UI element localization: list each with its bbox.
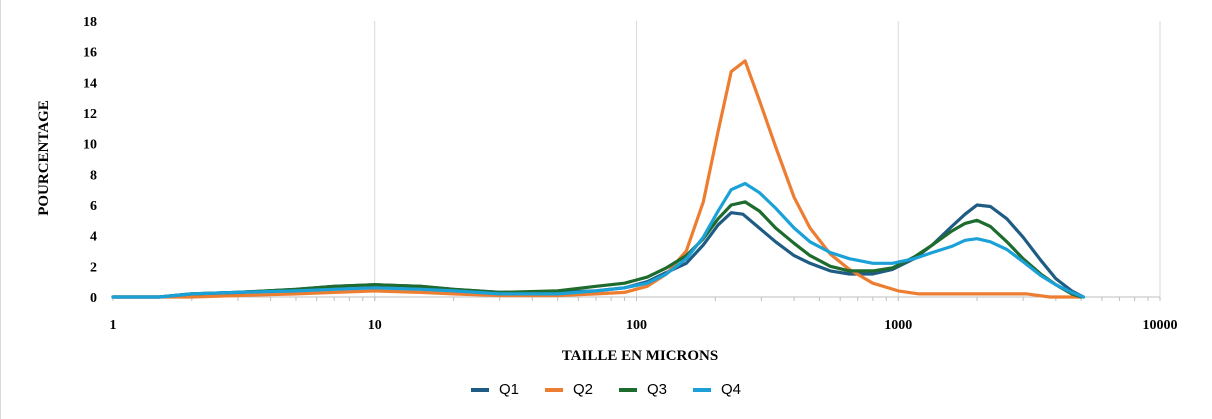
x-tick-label-10: 10 — [368, 318, 382, 333]
legend-swatch-q4 — [693, 387, 712, 392]
y-tick-label-6: 6 — [90, 199, 97, 214]
x-tick-label-1000: 1000 — [884, 318, 912, 333]
legend-label-q3: Q3 — [647, 381, 668, 398]
y-tick-label-0: 0 — [90, 291, 97, 306]
y-tick-label-8: 8 — [90, 168, 97, 183]
x-tick-label-1: 1 — [110, 318, 117, 333]
y-axis-ticks: 0 2 4 6 8 10 12 14 16 18 — [83, 15, 97, 306]
legend-label-q4: Q4 — [721, 381, 742, 398]
legend-item-q2: Q2 — [544, 381, 593, 398]
series-line-q3 — [111, 200, 1083, 299]
legend-item-q4: Q4 — [693, 381, 741, 398]
series-line-q4 — [111, 181, 1086, 299]
legend-swatch-q2 — [544, 387, 563, 392]
y-axis-title: POURCENTAGE — [36, 100, 52, 216]
y-tick-label-4: 4 — [90, 230, 97, 245]
y-tick-label-2: 2 — [90, 260, 97, 275]
legend: Q1 Q2 Q3 Q4 — [0, 381, 1212, 398]
y-tick-label-16: 16 — [83, 46, 97, 61]
chart-frame-edge — [0, 0, 1, 419]
legend-item-q3: Q3 — [619, 381, 667, 398]
y-tick-label-14: 14 — [83, 76, 97, 91]
series-lines — [111, 59, 1086, 299]
x-tick-label-10000: 10000 — [1143, 318, 1178, 333]
legend-label-q2: Q2 — [572, 381, 593, 398]
x-tick-label-100: 100 — [626, 318, 647, 333]
legend-swatch-q3 — [619, 387, 637, 392]
y-tick-label-18: 18 — [83, 15, 97, 30]
legend-label-q1: Q1 — [498, 381, 519, 398]
series-line-q2 — [111, 59, 1083, 299]
x-axis — [112, 296, 1161, 301]
x-axis-title: TAILLE EN MICRONS — [562, 348, 718, 364]
y-tick-label-12: 12 — [83, 107, 97, 122]
gridlines — [374, 21, 1161, 297]
y-tick-label-10: 10 — [83, 138, 97, 153]
legend-swatch-q1 — [470, 387, 489, 392]
x-axis-tick-labels: 1 10 100 1000 10000 — [110, 318, 1178, 333]
legend-item-q1: Q1 — [470, 381, 519, 398]
